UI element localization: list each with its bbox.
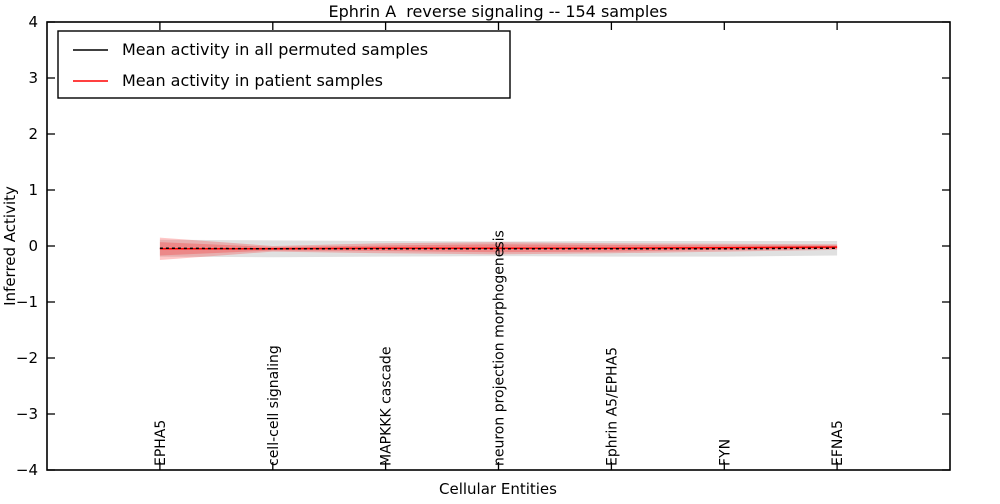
series-line-mean-activity-in-all-permuted-samples: [159, 247, 838, 250]
y-axis-label: Inferred Activity: [1, 186, 19, 306]
ytick-label: 1: [28, 181, 38, 199]
tick-labels: −4 −3 −2 −1 0 1 2 3 4 EPHA5 cell-cell signaling MAP…: [16, 13, 846, 479]
xtick-label-cell-cell-signaling: cell-cell signaling: [266, 345, 282, 466]
ytick-label: 0: [28, 237, 38, 255]
series-lines: [159, 246, 838, 250]
x-axis-label: Cellular Entities: [439, 480, 557, 498]
xtick-label-neuron-projection-morphogenesis: neuron projection morphogenesis: [492, 230, 508, 466]
ytick-label: −2: [16, 349, 38, 367]
legend-label-patient: Mean activity in patient samples: [122, 71, 383, 90]
xtick-label-mapkkk-cascade: MAPKKK cascade: [379, 347, 395, 466]
legend-label-permuted: Mean activity in all permuted samples: [122, 40, 428, 59]
xtick-label-efna5: EFNA5: [830, 420, 846, 466]
ytick-label: −3: [16, 405, 38, 423]
xtick-label-fyn: FYN: [717, 439, 733, 466]
legend: Mean activity in all permuted samples Me…: [57, 30, 511, 99]
xtick-label-epha5: EPHA5: [153, 420, 169, 466]
xtick-label-ephrin-a5-epha5: Ephrin A5/EPHA5: [604, 347, 620, 466]
ytick-label: −4: [16, 461, 38, 479]
axis-ticks: [47, 21, 950, 471]
legend-box: [57, 30, 511, 99]
ytick-label: 3: [28, 69, 38, 87]
ytick-label: −1: [16, 293, 38, 311]
chart-title: Ephrin A reverse signaling -- 154 sample…: [329, 2, 668, 21]
ytick-label: 2: [28, 125, 38, 143]
ytick-label: 4: [28, 13, 38, 31]
